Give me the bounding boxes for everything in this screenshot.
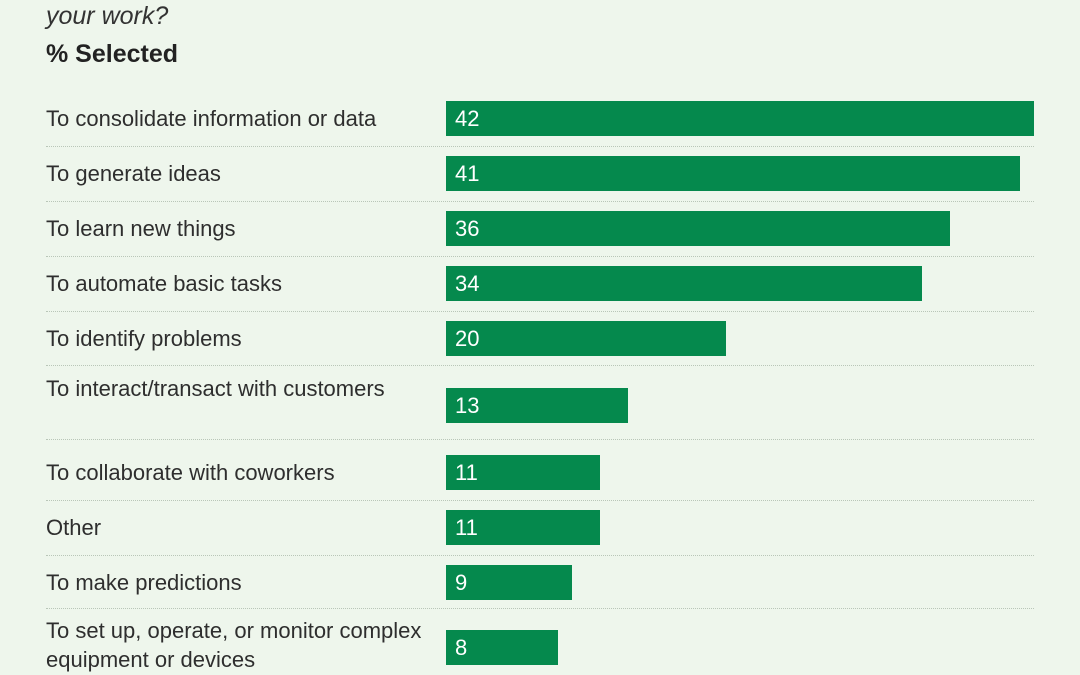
value-label: 9 xyxy=(455,570,468,595)
bar xyxy=(446,510,600,545)
category-label: To collaborate with coworkers xyxy=(46,460,335,485)
bar xyxy=(446,101,1034,136)
row-separator xyxy=(46,608,1034,609)
row-separator xyxy=(46,311,1034,312)
value-label: 34 xyxy=(455,271,480,296)
value-unit-label: % Selected xyxy=(46,40,179,68)
category-label: To make predictions xyxy=(46,570,242,595)
category-label: To set up, operate, or monitor complex e… xyxy=(46,618,422,672)
row-separator xyxy=(46,256,1034,257)
bar xyxy=(446,455,600,490)
value-label: 13 xyxy=(455,393,480,418)
bar xyxy=(446,565,572,600)
chart-subtitle: your work? xyxy=(46,2,169,30)
bar xyxy=(446,156,1020,191)
value-label: 11 xyxy=(455,460,478,485)
row-separator xyxy=(46,439,1034,440)
bar xyxy=(446,211,950,246)
value-label: 42 xyxy=(455,106,480,131)
category-label: To generate ideas xyxy=(46,161,221,186)
bar xyxy=(446,266,922,301)
row-separator xyxy=(46,365,1034,366)
category-label: To learn new things xyxy=(46,216,236,241)
value-label: 20 xyxy=(455,326,480,351)
value-label: 36 xyxy=(455,216,480,241)
bar xyxy=(446,388,628,423)
category-label: Other xyxy=(46,515,102,540)
row-separator xyxy=(46,555,1034,556)
value-label: 11 xyxy=(455,515,478,540)
category-label: To consolidate information or data xyxy=(46,106,377,131)
category-label: To identify problems xyxy=(46,326,242,351)
bar xyxy=(446,321,726,356)
bar xyxy=(446,630,558,665)
row-separator xyxy=(46,500,1034,501)
value-label: 8 xyxy=(455,635,468,660)
row-separator xyxy=(46,201,1034,202)
category-label: To interact/transact with customers xyxy=(46,376,385,401)
value-label: 41 xyxy=(455,161,480,186)
row-separator xyxy=(46,146,1034,147)
category-label: To automate basic tasks xyxy=(46,271,283,296)
